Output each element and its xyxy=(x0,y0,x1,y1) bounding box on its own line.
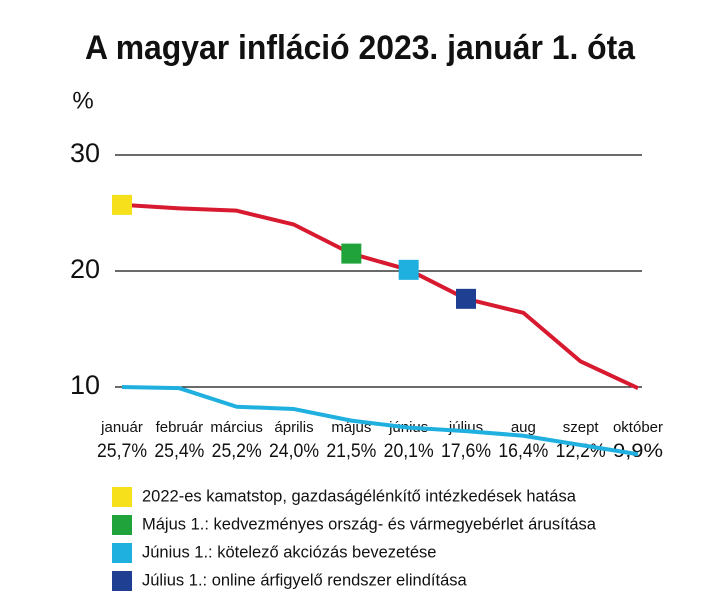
value-label: 25,7% xyxy=(97,441,147,462)
y-tick-label: 10 xyxy=(70,370,100,400)
x-tick-label: február xyxy=(156,419,204,436)
line-series xyxy=(121,202,639,390)
legend-swatch xyxy=(112,487,132,507)
x-tick-label: szept xyxy=(563,419,600,436)
value-label: 20,1% xyxy=(384,441,434,462)
value-label: 25,4% xyxy=(154,441,204,462)
legend-label: Május 1.: kedvezményes ország- és vármeg… xyxy=(142,515,597,533)
x-tick-label: április xyxy=(274,419,313,436)
legend-swatch xyxy=(112,515,132,535)
value-label: 21,5% xyxy=(326,441,376,462)
value-label: 17,6% xyxy=(441,441,491,462)
value-label: 24,0% xyxy=(269,441,319,462)
legend-swatch xyxy=(112,571,132,591)
legend-swatch xyxy=(112,543,132,563)
y-axis-label: % xyxy=(72,87,93,114)
event-marker xyxy=(456,288,476,309)
x-tick-label: január xyxy=(100,419,143,436)
event-marker xyxy=(341,243,362,264)
event-marker xyxy=(112,194,132,215)
y-tick-label: 20 xyxy=(70,254,100,284)
line-series xyxy=(121,385,639,457)
event-marker xyxy=(398,259,419,280)
x-tick-label: október xyxy=(613,419,663,436)
legend-label: Július 1.: online árfigyelő rendszer eli… xyxy=(142,571,468,589)
value-label: 9,9% xyxy=(613,441,663,462)
chart-title: A magyar infláció 2023. január 1. óta xyxy=(85,29,636,67)
x-tick-label: aug xyxy=(511,419,536,436)
value-label: 16,4% xyxy=(498,441,548,462)
legend-label: Június 1.: kötelező akciózás bevezetése xyxy=(142,543,436,561)
value-label: 25,2% xyxy=(212,441,262,462)
legend-label: 2022-es kamatstop, gazdaságélénkítő inté… xyxy=(142,487,577,505)
y-tick-label: 30 xyxy=(70,138,100,168)
x-tick-label: március xyxy=(210,419,263,436)
